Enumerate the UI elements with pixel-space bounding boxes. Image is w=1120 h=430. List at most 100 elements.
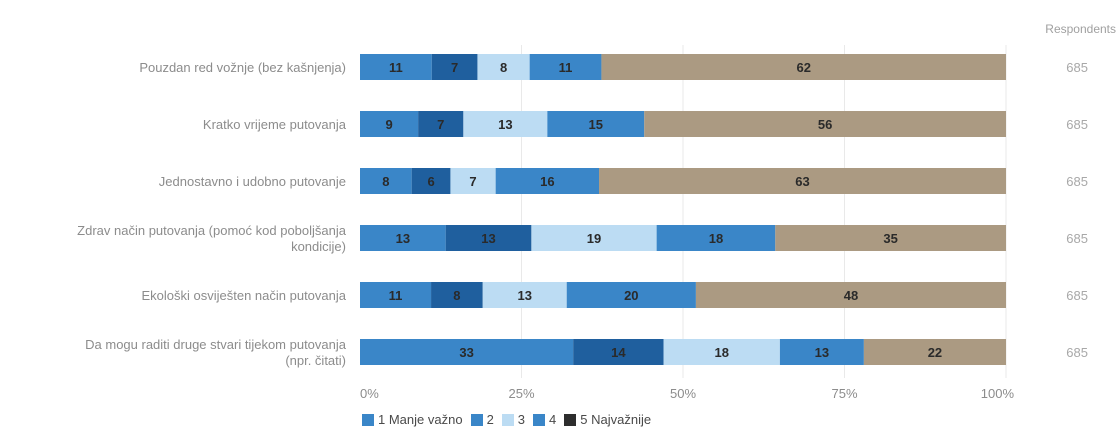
legend: 1 Manje važno 2 3 4 5 Najvažnije bbox=[362, 412, 659, 427]
x-tick-label: 25% bbox=[508, 386, 534, 401]
bar-segment bbox=[360, 225, 446, 251]
legend-swatch bbox=[533, 413, 546, 426]
bar-value-label: 48 bbox=[844, 288, 858, 303]
category-label: (npr. čitati) bbox=[285, 353, 346, 368]
respondents-value: 685 bbox=[1066, 345, 1088, 360]
bar-value-label: 18 bbox=[709, 231, 723, 246]
bar-value-label: 18 bbox=[715, 345, 729, 360]
bar-segment bbox=[599, 168, 1006, 194]
bar-value-label: 33 bbox=[459, 345, 473, 360]
labels-layer: Pouzdan red vožnje (bez kašnjenja) Kratko… bbox=[77, 60, 347, 368]
bar-value-label: 14 bbox=[611, 345, 626, 360]
bar-segment bbox=[418, 111, 464, 137]
legend-swatch bbox=[501, 413, 514, 426]
legend-label: 3 bbox=[517, 412, 526, 427]
category-label: kondicije) bbox=[291, 239, 346, 254]
respondents-value: 685 bbox=[1066, 117, 1088, 132]
bar-value-label: 9 bbox=[385, 117, 392, 132]
legend-item: 5 Najvažnije bbox=[564, 412, 651, 427]
x-tick-label: 0% bbox=[360, 386, 379, 401]
bar-value-label: 15 bbox=[589, 117, 603, 132]
respondents-value: 685 bbox=[1066, 231, 1088, 246]
bar-value-label: 7 bbox=[437, 117, 444, 132]
bar-segment bbox=[431, 54, 478, 80]
bars-layer: 11 7 8 11 62 9 7 13 15 56 8 6 7 16 63 13 13 19 18 35 11 8 13 20… bbox=[360, 54, 1006, 365]
bar-segment bbox=[482, 282, 567, 308]
bar-segment bbox=[779, 339, 864, 365]
respondents-value: 685 bbox=[1066, 288, 1088, 303]
bar-value-label: 16 bbox=[540, 174, 554, 189]
category-label: Kratko vrijeme putovanja bbox=[203, 117, 347, 132]
bar-segment bbox=[450, 168, 496, 194]
bar-segment bbox=[495, 168, 600, 194]
x-tick-label: 50% bbox=[670, 386, 696, 401]
bar-segment bbox=[531, 225, 657, 251]
bar-segment bbox=[445, 225, 532, 251]
bar-segment bbox=[566, 282, 696, 308]
bar-value-label: 20 bbox=[624, 288, 638, 303]
bar-segment bbox=[863, 339, 1006, 365]
bar-segment bbox=[663, 339, 780, 365]
respondents-layer: Respondents 685 685 685 685 685 685 bbox=[1045, 22, 1116, 360]
respondents-value: 685 bbox=[1066, 60, 1088, 75]
legend-label: 1 Manje važno bbox=[378, 412, 463, 427]
legend-item: 2 bbox=[470, 412, 494, 427]
bar-segment bbox=[360, 168, 412, 194]
bar-value-label: 22 bbox=[928, 345, 942, 360]
bar-segment bbox=[695, 282, 1006, 308]
bar-segment bbox=[656, 225, 776, 251]
bar-value-label: 63 bbox=[795, 174, 809, 189]
bar-segment bbox=[411, 168, 451, 194]
x-tick-label: 75% bbox=[831, 386, 857, 401]
bar-value-label: 62 bbox=[796, 60, 810, 75]
legend-label: 2 bbox=[486, 412, 494, 427]
bar-value-label: 13 bbox=[498, 117, 512, 132]
bar-segment bbox=[360, 111, 419, 137]
legend-item: 4 bbox=[533, 412, 556, 427]
bar-segment bbox=[529, 54, 602, 80]
bar-segment bbox=[547, 111, 645, 137]
legend-swatch bbox=[564, 413, 577, 426]
bar-value-label: 8 bbox=[500, 60, 507, 75]
grid-layer bbox=[521, 45, 1007, 378]
bar-value-label: 13 bbox=[517, 288, 531, 303]
category-label: Pouzdan red vožnje (bez kašnjenja) bbox=[139, 60, 346, 75]
legend-item: 1 Manje važno bbox=[362, 412, 463, 427]
bar-segment bbox=[644, 111, 1006, 137]
bar-value-label: 13 bbox=[481, 231, 495, 246]
bar-value-label: 56 bbox=[818, 117, 832, 132]
bar-segment bbox=[360, 54, 432, 80]
bar-value-label: 35 bbox=[883, 231, 897, 246]
bar-value-label: 7 bbox=[469, 174, 476, 189]
legend-label: 4 bbox=[549, 412, 557, 427]
bar-segment bbox=[463, 111, 548, 137]
legend-swatch bbox=[470, 413, 483, 426]
ticks-layer: 0% 25% 50% 75% 100% bbox=[360, 386, 1014, 401]
legend-swatch bbox=[362, 413, 374, 426]
bar-segment bbox=[360, 339, 574, 365]
bar-segment bbox=[360, 282, 432, 308]
bar-value-label: 11 bbox=[389, 288, 403, 303]
respondents-value: 685 bbox=[1066, 174, 1088, 189]
bar-segment bbox=[477, 54, 530, 80]
bar-value-label: 11 bbox=[389, 60, 403, 75]
category-label: Da mogu raditi druge stvari tijekom puto… bbox=[85, 337, 347, 352]
bar-value-label: 19 bbox=[587, 231, 601, 246]
bar-segment bbox=[431, 282, 483, 308]
bar-value-label: 13 bbox=[396, 231, 410, 246]
bar-value-label: 13 bbox=[815, 345, 829, 360]
respondents-header: Respondents bbox=[1045, 22, 1116, 36]
bar-value-label: 8 bbox=[382, 174, 389, 189]
bar-value-label: 8 bbox=[453, 288, 460, 303]
bar-segment bbox=[775, 225, 1006, 251]
category-label: Ekološki osviješten način putovanja bbox=[141, 288, 346, 303]
x-tick-label: 100% bbox=[981, 386, 1015, 401]
legend-label: 5 Najvažnije bbox=[580, 412, 652, 427]
bar-value-label: 6 bbox=[427, 174, 434, 189]
bar-value-label: 7 bbox=[451, 60, 458, 75]
bar-segment bbox=[601, 54, 1006, 80]
category-label: Zdrav način putovanja (pomoć kod poboljš… bbox=[77, 223, 347, 238]
legend-item: 3 bbox=[501, 412, 526, 427]
category-label: Jednostavno i udobno putovanje bbox=[159, 174, 346, 189]
